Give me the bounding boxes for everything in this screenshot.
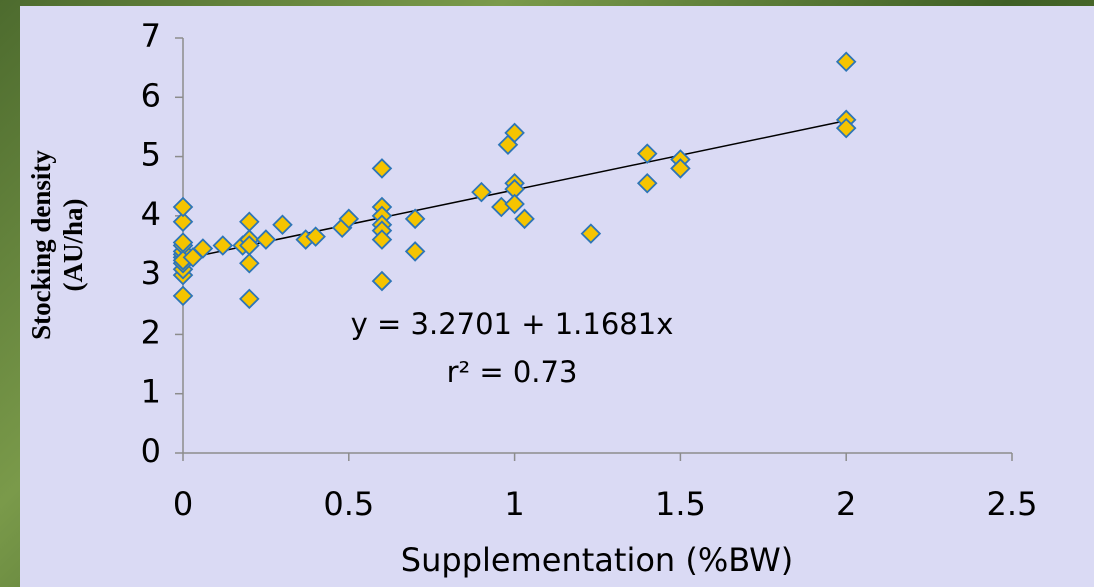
y-tick-label: 6 [141, 76, 161, 114]
r-squared: r² = 0.73 [447, 355, 578, 389]
point [404, 208, 426, 230]
point [371, 270, 393, 292]
point [404, 241, 426, 262]
point [305, 226, 326, 247]
point [272, 214, 293, 236]
point [580, 223, 602, 244]
x-tick-label: 0.5 [323, 485, 374, 523]
point [371, 229, 393, 250]
y-axis-label: Stocking density [26, 150, 56, 340]
point [212, 235, 234, 256]
x-tick-label: 2 [836, 485, 856, 523]
y-tick-label: 2 [141, 313, 161, 351]
x-tick-label: 0 [173, 485, 193, 523]
point [835, 117, 857, 139]
x-axis-label: Supplementation (%BW) [401, 541, 793, 579]
y-tick-label: 5 [141, 136, 161, 174]
y-tick-label: 7 [141, 17, 161, 55]
equation: y = 3.2701 + 1.1681x [351, 307, 674, 341]
point [504, 122, 525, 144]
point [255, 229, 277, 250]
point [670, 158, 691, 179]
point [471, 181, 492, 203]
x-tick-label: 2.5 [987, 485, 1038, 523]
y-axis-label: (AU/ha) [58, 199, 88, 292]
x-tick-label: 1.5 [655, 485, 706, 523]
point [636, 172, 658, 194]
y-tick-label: 3 [141, 254, 161, 292]
point [371, 158, 393, 179]
point [338, 208, 360, 230]
y-tick-label: 4 [141, 195, 161, 233]
plot-background [20, 6, 1094, 587]
point [514, 208, 535, 230]
point [172, 196, 194, 218]
y-tick-label: 0 [141, 432, 161, 470]
point [636, 143, 658, 164]
point [172, 285, 194, 307]
point [172, 211, 194, 233]
point [835, 51, 857, 72]
point [192, 238, 214, 259]
y-tick-label: 1 [141, 373, 161, 411]
point [239, 288, 260, 310]
point [504, 193, 525, 215]
x-tick-label: 1 [504, 485, 524, 523]
point [239, 253, 260, 274]
